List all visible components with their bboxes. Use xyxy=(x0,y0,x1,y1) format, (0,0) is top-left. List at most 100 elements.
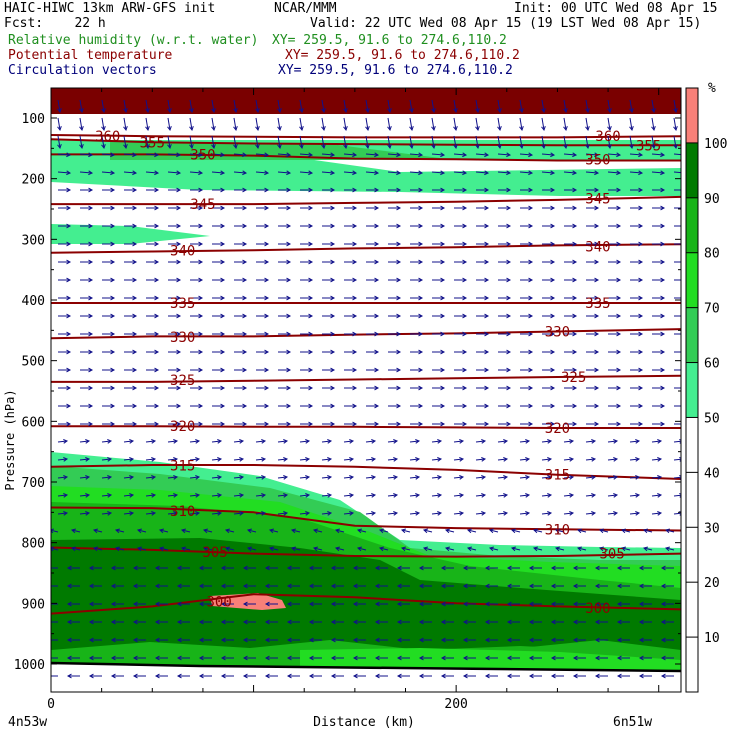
vector-arrow xyxy=(563,135,567,149)
vector-arrow xyxy=(541,117,545,131)
vector-arrow xyxy=(607,494,618,497)
vector-arrow xyxy=(431,135,435,149)
theta-contour-325 xyxy=(51,374,681,383)
vector-arrow xyxy=(123,458,134,461)
y-tick-label: 400 xyxy=(22,294,45,309)
vector-arrow xyxy=(145,458,156,461)
vector-arrow xyxy=(101,99,105,113)
theta-contour-label: 335 xyxy=(585,296,610,312)
vector-arrow xyxy=(189,117,193,131)
org-label: NCAR/MMM xyxy=(274,1,337,16)
vector-arrow xyxy=(343,99,347,113)
vector-arrow xyxy=(585,99,589,113)
vector-arrow xyxy=(475,117,479,131)
vector-arrow xyxy=(621,547,631,551)
vector-arrow xyxy=(621,529,631,533)
vector-arrow xyxy=(255,171,269,174)
vector-arrow xyxy=(233,135,237,149)
vector-arrow xyxy=(387,171,401,174)
vector-arrow xyxy=(563,440,574,443)
theta-contour-label: 340 xyxy=(170,243,195,259)
vector-arrow xyxy=(211,458,222,461)
vector-arrow xyxy=(365,458,376,461)
vector-arrow xyxy=(453,512,464,515)
vector-arrow xyxy=(233,476,244,479)
vector-arrow xyxy=(101,135,105,149)
vector-arrow xyxy=(57,494,68,497)
vector-arrow xyxy=(585,440,596,443)
vector-arrow xyxy=(145,153,159,156)
theta-contour-labels: 300 300 305 305 310 310 315 315 320 320 325 325 330 3… xyxy=(95,129,661,617)
vector-arrow xyxy=(409,99,413,113)
y-tick-label: 200 xyxy=(22,173,45,188)
vector-arrow xyxy=(211,476,222,479)
vector-arrow xyxy=(453,458,464,461)
vector-arrow xyxy=(673,153,681,156)
vector-arrow xyxy=(651,494,662,497)
vector-arrow xyxy=(607,153,621,156)
vector-arrow xyxy=(475,171,489,174)
vector-arrow xyxy=(409,476,420,479)
vector-arrow xyxy=(79,117,83,131)
vector-arrow xyxy=(277,512,288,515)
vector-arrow xyxy=(673,99,677,113)
vector-arrow xyxy=(57,171,71,174)
vector-arrow xyxy=(365,440,376,443)
vector-arrow xyxy=(673,458,681,461)
vector-arrow xyxy=(563,171,577,174)
vector-arrow xyxy=(167,117,171,131)
colorbar-unit: % xyxy=(708,81,716,96)
vector-arrow xyxy=(233,99,237,113)
vector-arrow xyxy=(541,99,545,113)
vector-arrow xyxy=(585,117,589,131)
vector-arrow xyxy=(497,153,511,156)
vector-arrow xyxy=(123,99,127,113)
vector-arrow xyxy=(519,476,530,479)
vector-arrow xyxy=(673,512,681,515)
vector-arrow xyxy=(475,153,489,156)
vector-arrow xyxy=(277,117,281,131)
vector-arrow xyxy=(145,171,159,174)
vector-arrow xyxy=(247,547,257,551)
x-axis-start-location: 4n53w xyxy=(8,715,47,730)
vector-arrow xyxy=(145,494,156,497)
theta-contour-340 xyxy=(51,243,681,254)
vector-arrow xyxy=(365,171,379,174)
vector-arrow xyxy=(313,529,323,533)
vector-arrow xyxy=(673,117,677,131)
vector-arrow xyxy=(489,547,499,551)
vector-arrow xyxy=(145,99,149,113)
vector-arrow xyxy=(387,135,391,149)
vector-arrow xyxy=(519,458,530,461)
theta-contour-315 xyxy=(51,464,681,480)
vector-arrow xyxy=(101,494,112,497)
colorbar-band xyxy=(686,307,698,363)
vector-arrow xyxy=(145,512,156,515)
vector-arrow xyxy=(563,476,574,479)
vector-arrow xyxy=(71,547,81,551)
vector-arrow xyxy=(321,494,332,497)
vector-arrow xyxy=(379,529,389,533)
vector-arrow xyxy=(497,117,501,131)
vector-arrow xyxy=(431,99,435,113)
theta-contour-355 xyxy=(51,138,681,147)
vector-arrow xyxy=(497,99,501,113)
vector-arrow xyxy=(365,494,376,497)
vector-arrow xyxy=(453,153,467,156)
vector-arrow xyxy=(599,529,609,533)
vector-arrow xyxy=(497,440,508,443)
vector-arrow xyxy=(255,135,259,149)
vector-arrow xyxy=(167,153,181,156)
ground-surface-line xyxy=(50,661,682,673)
colorbar-band xyxy=(686,197,698,253)
vector-arrow xyxy=(673,440,681,443)
vector-arrow xyxy=(519,440,530,443)
vector-arrow xyxy=(629,512,640,515)
colorbar-tick-label: 10 xyxy=(704,631,720,646)
vector-arrow xyxy=(211,135,215,149)
vector-arrow xyxy=(629,476,640,479)
vector-arrow xyxy=(255,117,259,131)
vector-arrow xyxy=(189,99,193,113)
field-vectors-xy: XY= 259.5, 91.6 to 274.6,110.2 xyxy=(278,63,513,78)
vector-arrow xyxy=(409,494,420,497)
